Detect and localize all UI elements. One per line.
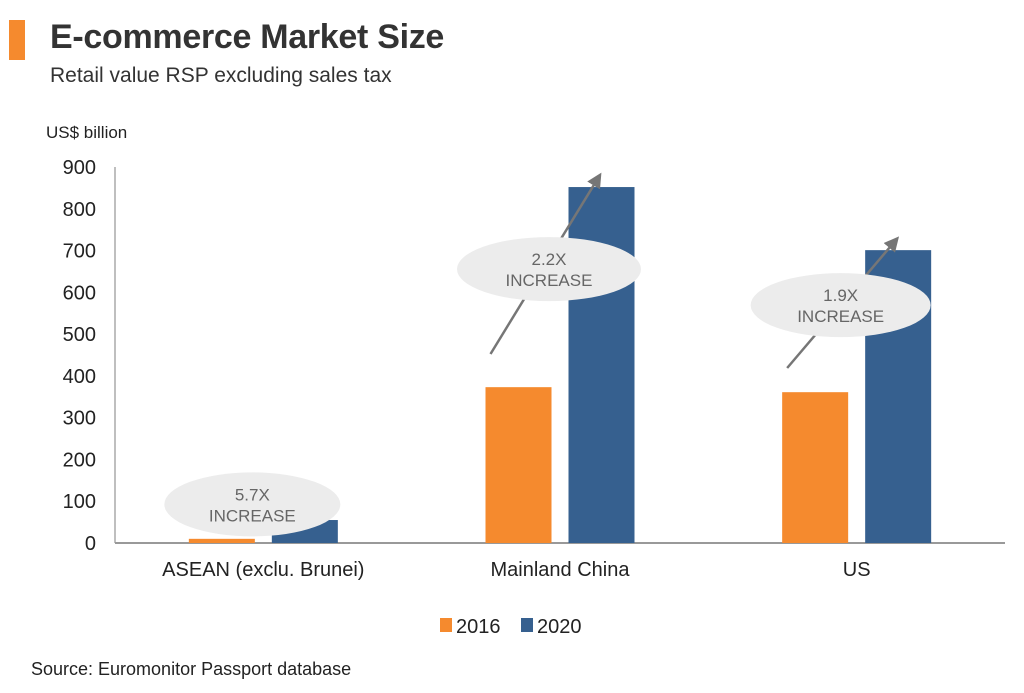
legend-swatch-2016 (440, 618, 452, 632)
bar-2016 (188, 538, 255, 543)
title-accent-bar (9, 20, 25, 60)
annotation-bubble (750, 273, 931, 338)
annotation-label: INCREASE (209, 506, 296, 525)
annotation-multiplier: 1.9X (823, 286, 858, 305)
chart-subtitle: Retail value RSP excluding sales tax (50, 64, 392, 87)
annotation-multiplier: 5.7X (235, 485, 270, 504)
bar-2016 (485, 387, 552, 543)
annotation-label: INCREASE (797, 307, 884, 326)
x-category-label: Mainland China (491, 559, 631, 581)
legend-swatch-2020 (521, 618, 533, 632)
y-tick-label: 300 (63, 408, 96, 430)
annotation-bubble (457, 237, 641, 302)
y-tick-label: 600 (63, 282, 96, 304)
y-tick-label: 800 (63, 199, 96, 221)
y-tick-label: 500 (63, 324, 96, 346)
annotation-multiplier: 2.2X (532, 250, 567, 269)
annotation-bubble (164, 472, 341, 537)
y-tick-label: 100 (63, 491, 96, 513)
y-tick-label: 200 (63, 449, 96, 471)
x-category-label: ASEAN (exclu. Brunei) (162, 559, 364, 581)
annotation-label: INCREASE (506, 271, 593, 290)
y-tick-label: 900 (63, 157, 96, 179)
y-axis-label: US$ billion (46, 123, 127, 142)
y-tick-label: 700 (63, 241, 96, 263)
bar-2016 (782, 392, 849, 543)
y-tick-label: 0 (85, 533, 96, 555)
x-category-label: US (843, 559, 871, 581)
legend-label: 2016 (456, 616, 501, 638)
chart-title: E-commerce Market Size (50, 18, 445, 56)
legend-label: 2020 (537, 616, 582, 638)
source-note: Source: Euromonitor Passport database (31, 659, 352, 679)
y-tick-label: 400 (63, 366, 96, 388)
